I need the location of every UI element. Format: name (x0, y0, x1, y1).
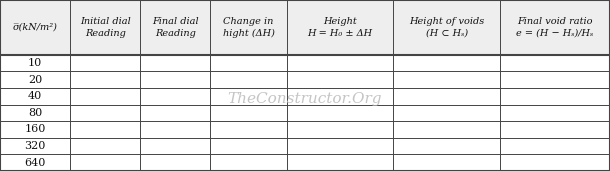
Text: Change in
hight (ΔH): Change in hight (ΔH) (223, 17, 274, 38)
Bar (210, 0, 287, 55)
Text: Initial dial
Reading: Initial dial Reading (80, 17, 131, 38)
Bar (0, 104, 610, 121)
Bar (0, 88, 610, 104)
Bar (393, 0, 500, 55)
Text: 80: 80 (28, 108, 42, 118)
Text: Final dial
Reading: Final dial Reading (152, 17, 199, 38)
Text: 10: 10 (28, 58, 42, 68)
Bar (500, 0, 610, 55)
Bar (0, 0, 70, 55)
Text: 20: 20 (28, 75, 42, 85)
Bar (287, 0, 393, 55)
Bar (0, 154, 610, 171)
Bar (0, 71, 610, 88)
Bar (0, 138, 610, 154)
Text: 320: 320 (24, 141, 46, 151)
Text: 160: 160 (24, 124, 46, 134)
Bar (0, 55, 610, 71)
Text: 40: 40 (28, 91, 42, 101)
Bar (0, 121, 610, 138)
Text: Height
H = H₀ ± ΔH: Height H = H₀ ± ΔH (307, 17, 373, 38)
Text: Final void ratio
e = (H − Hₛ)/Hₛ: Final void ratio e = (H − Hₛ)/Hₛ (517, 17, 594, 38)
Bar (140, 0, 210, 55)
Text: σ̅(kN/m²): σ̅(kN/m²) (13, 23, 57, 32)
Bar (70, 0, 140, 55)
Text: Height of voids
(H ⊂ Hₛ): Height of voids (H ⊂ Hₛ) (409, 17, 484, 38)
Text: TheConstructor.Org: TheConstructor.Org (228, 92, 382, 106)
Text: 640: 640 (24, 158, 46, 168)
